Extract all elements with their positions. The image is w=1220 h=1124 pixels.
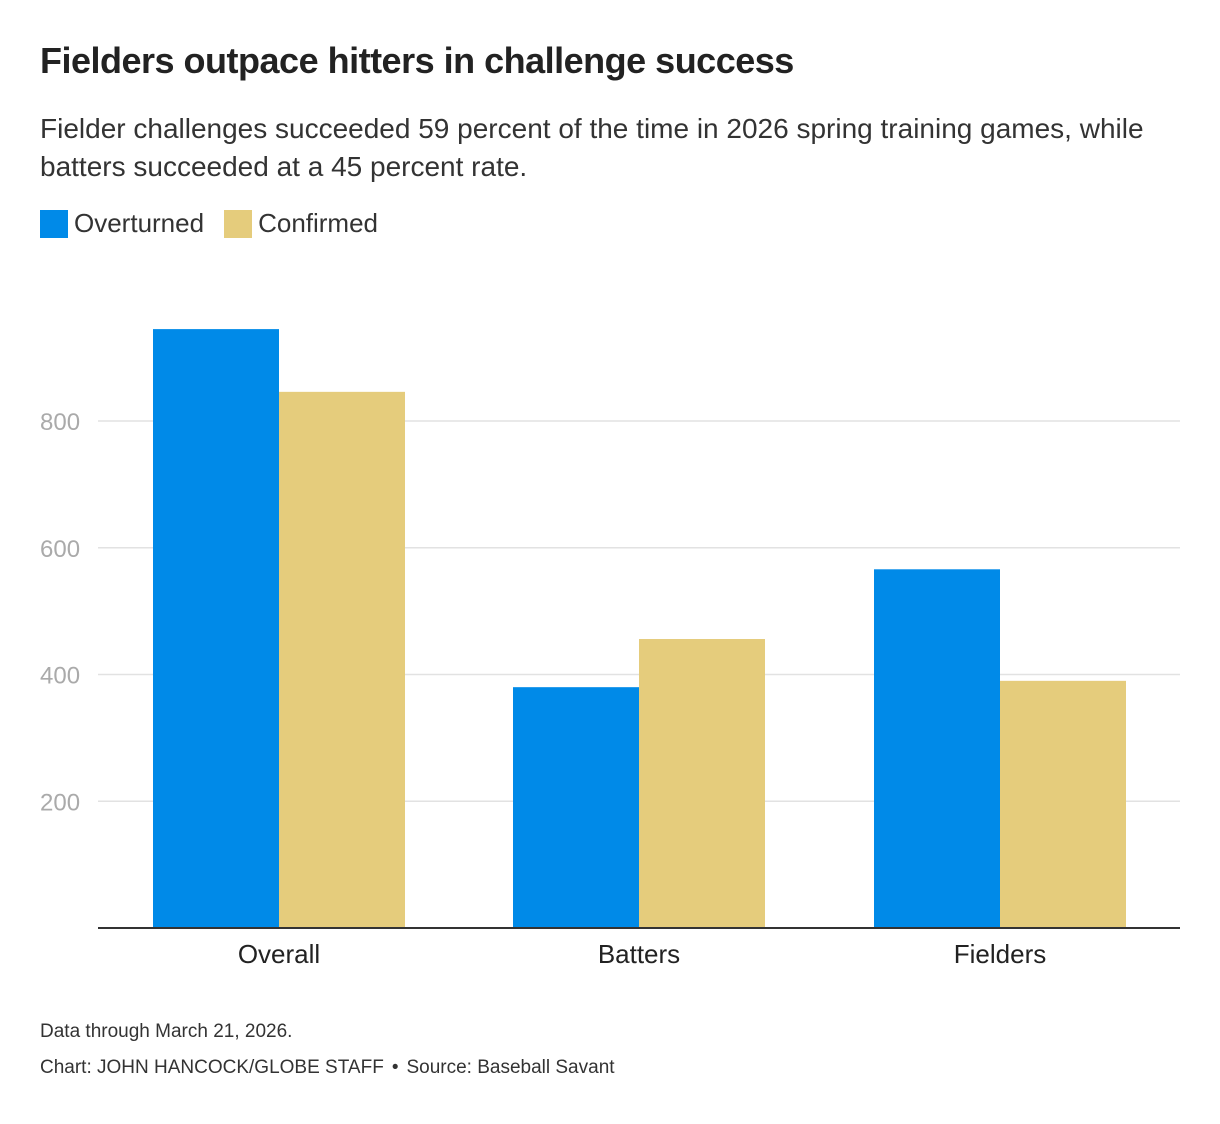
legend-swatch-overturned (40, 209, 68, 238)
y-tick-label-600: 600 (40, 536, 80, 563)
bar-overturned-batters (513, 687, 639, 928)
x-tick-label-batters: Batters (598, 939, 680, 969)
footer-credit-line: Chart: JOHN HANCOCK/GLOBE STAFF • Source: … (40, 1057, 615, 1079)
chart-title: Fielders outpace hitters in challenge su… (40, 40, 794, 81)
y-tick-label-200: 200 (40, 789, 80, 816)
legend-swatch-confirmed (224, 209, 253, 238)
bar-confirmed-batters (639, 639, 765, 928)
x-tick-label-overall: Overall (238, 939, 320, 969)
bar-overturned-overall (153, 329, 279, 928)
chart-credit: Chart: JOHN HANCOCK/GLOBE STAFF (40, 1057, 384, 1078)
legend-item-confirmed: Confirmed (224, 208, 378, 239)
bar-overturned-fielders (874, 569, 1000, 928)
legend-item-overturned: Overturned (40, 208, 204, 239)
bar-confirmed-fielders (1000, 680, 1126, 928)
legend-label-overturned: Overturned (74, 208, 205, 238)
x-tick-label-fielders: Fielders (954, 939, 1046, 969)
y-tick-label-800: 800 (40, 409, 80, 436)
y-tick-label-400: 400 (40, 663, 80, 690)
separator-dot: • (391, 1057, 399, 1078)
legend-label-confirmed: Confirmed (258, 208, 379, 238)
source-credit: Source: Baseball Savant (406, 1057, 615, 1078)
chart-subtitle: Fielder challenges succeeded 59 percent … (40, 113, 1144, 182)
legend: Overturned Confirmed (40, 208, 398, 239)
bar-confirmed-overall (279, 391, 405, 928)
footer-note: Data through March 21, 2026. (40, 1021, 293, 1042)
